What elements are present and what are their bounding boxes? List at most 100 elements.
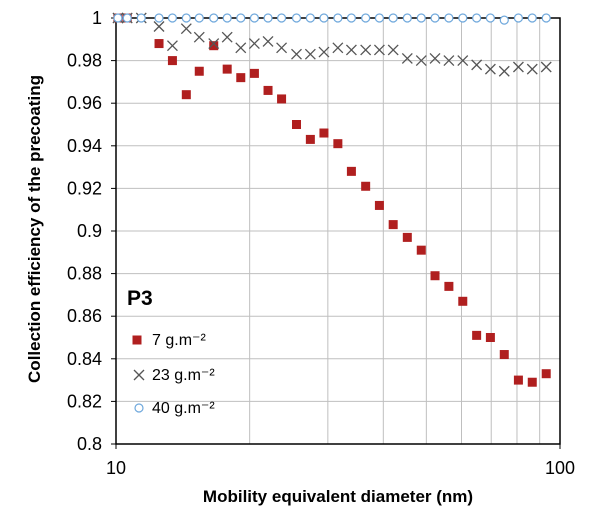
data-point bbox=[346, 13, 357, 23]
x-tick-label: 100 bbox=[545, 458, 575, 478]
data-point bbox=[236, 73, 246, 83]
data-point bbox=[181, 13, 191, 23]
data-point bbox=[304, 48, 316, 60]
series-1-points bbox=[113, 13, 551, 387]
data-point bbox=[292, 120, 302, 129]
y-tick-label: 0.8 bbox=[77, 434, 102, 454]
x-axis-title: Mobility equivalent diameter (nm) bbox=[203, 487, 473, 506]
data-point bbox=[430, 271, 440, 281]
data-point bbox=[249, 68, 259, 78]
legend-label: 40 g.m⁻² bbox=[152, 400, 215, 417]
y-tick-label: 0.86 bbox=[67, 306, 102, 326]
data-point bbox=[194, 66, 204, 76]
y-tick-label: 0.96 bbox=[67, 93, 102, 113]
data-point bbox=[263, 13, 273, 23]
data-point bbox=[332, 42, 344, 54]
data-point bbox=[388, 13, 398, 23]
y-tick-label: 0.94 bbox=[67, 136, 102, 156]
data-point bbox=[527, 13, 537, 23]
data-point bbox=[222, 64, 232, 74]
data-point bbox=[541, 369, 551, 379]
data-point bbox=[318, 46, 330, 58]
data-point bbox=[333, 139, 343, 149]
legend-item: 7 g.m⁻² bbox=[132, 332, 206, 349]
data-point bbox=[513, 13, 524, 23]
data-point bbox=[429, 53, 441, 64]
data-point bbox=[416, 13, 426, 23]
y-axis-title: Collection efficiency of the precoating bbox=[25, 75, 44, 383]
data-point bbox=[485, 13, 495, 23]
data-point bbox=[263, 85, 273, 95]
legend-marker bbox=[133, 369, 145, 381]
data-point bbox=[401, 53, 413, 64]
data-point bbox=[262, 35, 274, 47]
data-point bbox=[319, 13, 329, 23]
y-tick-label: 0.82 bbox=[67, 391, 102, 411]
data-point bbox=[527, 377, 537, 387]
data-point bbox=[472, 13, 482, 23]
data-point bbox=[458, 13, 468, 23]
data-point bbox=[167, 56, 177, 66]
data-point bbox=[444, 13, 454, 23]
series-2-points bbox=[112, 12, 552, 77]
data-point bbox=[276, 13, 287, 23]
panel-label: P3 bbox=[127, 287, 153, 310]
data-point bbox=[154, 39, 164, 49]
data-point bbox=[458, 296, 468, 306]
data-point bbox=[513, 375, 523, 385]
data-point bbox=[136, 13, 146, 23]
data-point bbox=[209, 13, 219, 23]
data-point bbox=[194, 13, 204, 23]
data-point bbox=[541, 13, 551, 23]
data-point bbox=[444, 281, 454, 291]
data-point bbox=[222, 13, 232, 23]
data-point bbox=[180, 23, 192, 35]
data-point bbox=[361, 181, 371, 191]
legend-label: 23 g.m⁻² bbox=[152, 367, 215, 384]
data-point bbox=[154, 13, 164, 23]
data-point bbox=[153, 21, 165, 32]
data-point bbox=[416, 245, 426, 255]
data-point bbox=[122, 13, 132, 23]
x-axis-ticks: 10 100 bbox=[106, 444, 575, 478]
data-point bbox=[457, 55, 469, 67]
data-point bbox=[499, 15, 509, 25]
data-point bbox=[276, 42, 288, 54]
data-point bbox=[193, 31, 205, 43]
data-points bbox=[112, 12, 552, 387]
legend-marker bbox=[134, 403, 144, 413]
data-point bbox=[415, 55, 427, 67]
series-3-points bbox=[113, 13, 551, 25]
y-tick-label: 0.92 bbox=[67, 178, 102, 198]
y-tick-label: 1 bbox=[92, 8, 102, 28]
legend: 7 g.m⁻² 23 g.m⁻² 40 g.m⁻² bbox=[132, 332, 215, 417]
data-point bbox=[443, 55, 455, 67]
data-point bbox=[388, 220, 398, 230]
data-point bbox=[208, 38, 220, 50]
y-tick-label: 0.84 bbox=[67, 349, 102, 369]
data-point bbox=[346, 166, 356, 176]
data-point bbox=[291, 13, 302, 23]
data-point bbox=[181, 90, 191, 100]
x-tick-label: 10 bbox=[106, 458, 126, 478]
legend-marker bbox=[132, 335, 142, 345]
y-tick-label: 0.9 bbox=[77, 221, 102, 241]
data-point bbox=[484, 63, 496, 75]
data-point bbox=[209, 41, 219, 51]
y-axis-ticks: 0.8 0.82 0.84 0.86 0.88 0.9 0.92 0.94 0.96 0.98 1 bbox=[67, 8, 116, 454]
data-point bbox=[499, 350, 509, 360]
data-point bbox=[113, 13, 123, 23]
data-point bbox=[167, 13, 178, 23]
data-point bbox=[540, 61, 552, 73]
data-point bbox=[166, 40, 178, 52]
data-point bbox=[402, 232, 412, 242]
data-point bbox=[471, 59, 483, 71]
data-point bbox=[235, 42, 247, 54]
data-point bbox=[374, 13, 385, 23]
legend-label: 7 g.m⁻² bbox=[152, 332, 206, 349]
data-point bbox=[360, 44, 372, 56]
data-point bbox=[291, 48, 302, 60]
data-point bbox=[512, 61, 524, 73]
data-point bbox=[430, 13, 440, 23]
